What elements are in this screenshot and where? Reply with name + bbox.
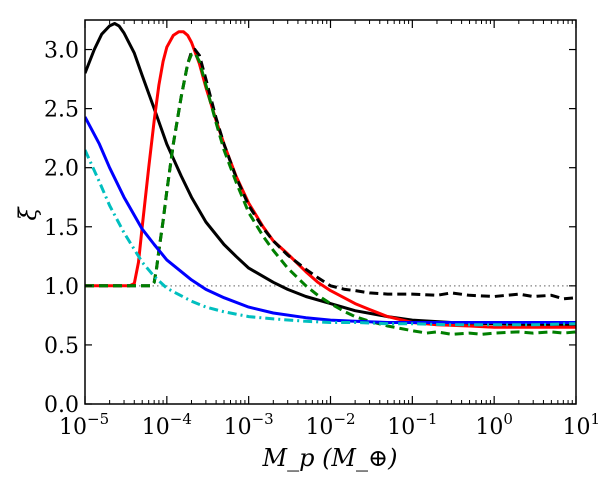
x-tick-label: 100 xyxy=(475,410,513,440)
plot-frame xyxy=(84,19,577,405)
y-axis-label: ξ xyxy=(14,206,42,221)
x-tick-label: 10−5 xyxy=(59,410,109,440)
x-tick-label: 10−2 xyxy=(305,410,355,440)
series-layer xyxy=(85,22,576,336)
x-tick-label: 10−3 xyxy=(224,410,274,440)
series-line-red-solid xyxy=(85,30,576,329)
y-tick-label: 2.5 xyxy=(44,98,79,123)
x-tick-label: 101 xyxy=(562,410,600,440)
series-line-black-solid xyxy=(85,22,576,327)
x-tick-label: 10−4 xyxy=(142,410,192,440)
series-line-cyan-dash-dot xyxy=(85,149,576,327)
y-tick-label: 1.5 xyxy=(44,216,79,241)
series-line-green-dashed xyxy=(85,51,576,336)
y-tick-label: 1.0 xyxy=(44,275,79,300)
series-line-blue-solid xyxy=(85,116,576,324)
y-tick-label: 3.0 xyxy=(44,39,79,64)
y-tick-label: 0.5 xyxy=(44,334,79,359)
ticks-layer: 0.0 0.5 1.0 1.5 2.0 2.5 3.0 10−5 10−4 10−3 10−2 10−… xyxy=(44,20,600,440)
y-tick-label: 2.0 xyxy=(44,157,79,182)
x-axis-label: M_p (M_⊕) xyxy=(262,444,398,472)
x-tick-label: 10−1 xyxy=(387,410,437,440)
y-tick-label: 0.0 xyxy=(44,393,79,418)
